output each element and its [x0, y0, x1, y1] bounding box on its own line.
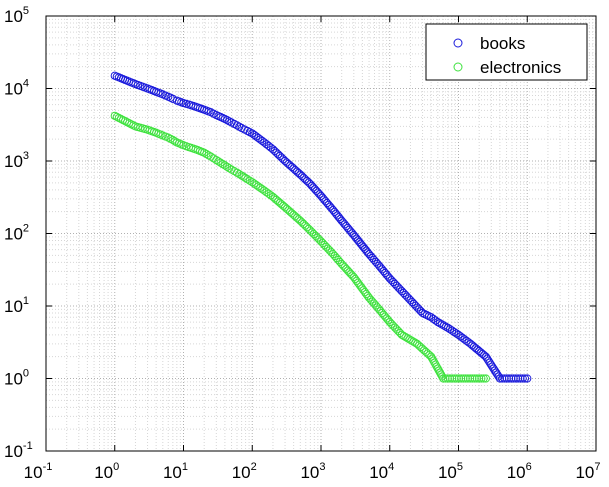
x-tick-label: 10-1	[24, 461, 53, 482]
series-books	[110, 71, 532, 383]
data-point	[520, 374, 530, 383]
y-tick-label: 100	[4, 368, 29, 389]
legend-label-books: books	[480, 34, 525, 53]
data-point	[241, 173, 250, 183]
x-tick-label: 107	[575, 461, 600, 482]
data-point	[116, 114, 126, 124]
data-point	[212, 155, 221, 165]
data-point	[170, 137, 179, 146]
data-point	[245, 176, 254, 185]
data-point	[258, 185, 267, 194]
y-tick-labels: 10-1 100 101 102 103 104 105	[4, 5, 33, 461]
data-point	[232, 121, 242, 130]
data-point	[448, 326, 457, 335]
data-point	[168, 135, 177, 145]
x-tick-label: 106	[507, 461, 532, 482]
data-point	[218, 159, 227, 169]
x-tick-label: 103	[300, 461, 325, 482]
data-point	[120, 117, 130, 126]
data-point	[483, 354, 492, 363]
x-tick-label: 105	[438, 461, 463, 482]
x-tick-label: 100	[94, 461, 119, 482]
data-point	[202, 149, 211, 159]
data-point	[485, 358, 494, 367]
data-point	[484, 356, 493, 365]
data-point	[452, 329, 461, 338]
data-point	[216, 158, 225, 167]
data-point	[223, 162, 232, 171]
data-point	[443, 323, 452, 332]
data-point	[481, 352, 490, 361]
data-point	[433, 317, 442, 327]
data-point	[441, 322, 450, 331]
data-point	[112, 112, 121, 121]
data-point	[477, 374, 486, 383]
y-tick-label: 101	[4, 295, 29, 316]
y-tick-label: 10-1	[4, 440, 33, 461]
legend-marker-electronics	[453, 62, 463, 72]
x-tick-label: 104	[369, 461, 394, 482]
data-point	[254, 182, 263, 191]
data-point	[435, 319, 444, 328]
series-electronics	[110, 111, 490, 383]
grid	[45, 16, 596, 452]
data-point	[439, 321, 448, 330]
data-point	[114, 113, 123, 123]
data-point	[256, 183, 265, 192]
series-layer	[110, 71, 532, 383]
data-point	[248, 178, 257, 187]
y-tick-label: 103	[4, 150, 29, 171]
y-tick-label: 105	[4, 5, 29, 26]
data-point	[437, 320, 446, 329]
data-point	[123, 118, 132, 127]
data-point	[486, 360, 496, 369]
x-tick-labels: 10-1 100 101 102 103 104 105 106 107	[24, 461, 601, 482]
data-point	[479, 374, 488, 383]
data-point	[489, 364, 498, 373]
data-point	[518, 374, 527, 383]
legend: books electronics	[425, 23, 588, 81]
data-point	[110, 111, 119, 120]
data-point	[431, 316, 440, 325]
tick-marks	[45, 15, 597, 452]
y-tick-label: 104	[4, 78, 29, 99]
x-tick-label: 102	[232, 461, 257, 482]
data-point	[250, 179, 259, 188]
data-point	[488, 362, 497, 371]
data-point	[450, 327, 459, 337]
legend-box	[425, 23, 588, 81]
y-tick-label: 102	[4, 223, 29, 244]
data-point	[523, 374, 532, 383]
legend-marker-books	[453, 38, 463, 48]
data-point	[118, 115, 128, 125]
data-point	[445, 325, 455, 334]
data-point	[235, 122, 244, 131]
data-point	[252, 180, 261, 190]
x-tick-label: 101	[163, 461, 188, 482]
data-point	[493, 370, 502, 379]
data-point	[491, 368, 501, 377]
data-point	[481, 374, 490, 383]
data-point	[220, 161, 229, 170]
data-point	[214, 157, 223, 166]
legend-label-electronics: electronics	[480, 58, 561, 77]
data-point	[125, 119, 134, 128]
data-point	[200, 148, 209, 157]
data-point	[235, 170, 244, 179]
data-point	[232, 168, 242, 177]
data-point	[490, 366, 499, 375]
